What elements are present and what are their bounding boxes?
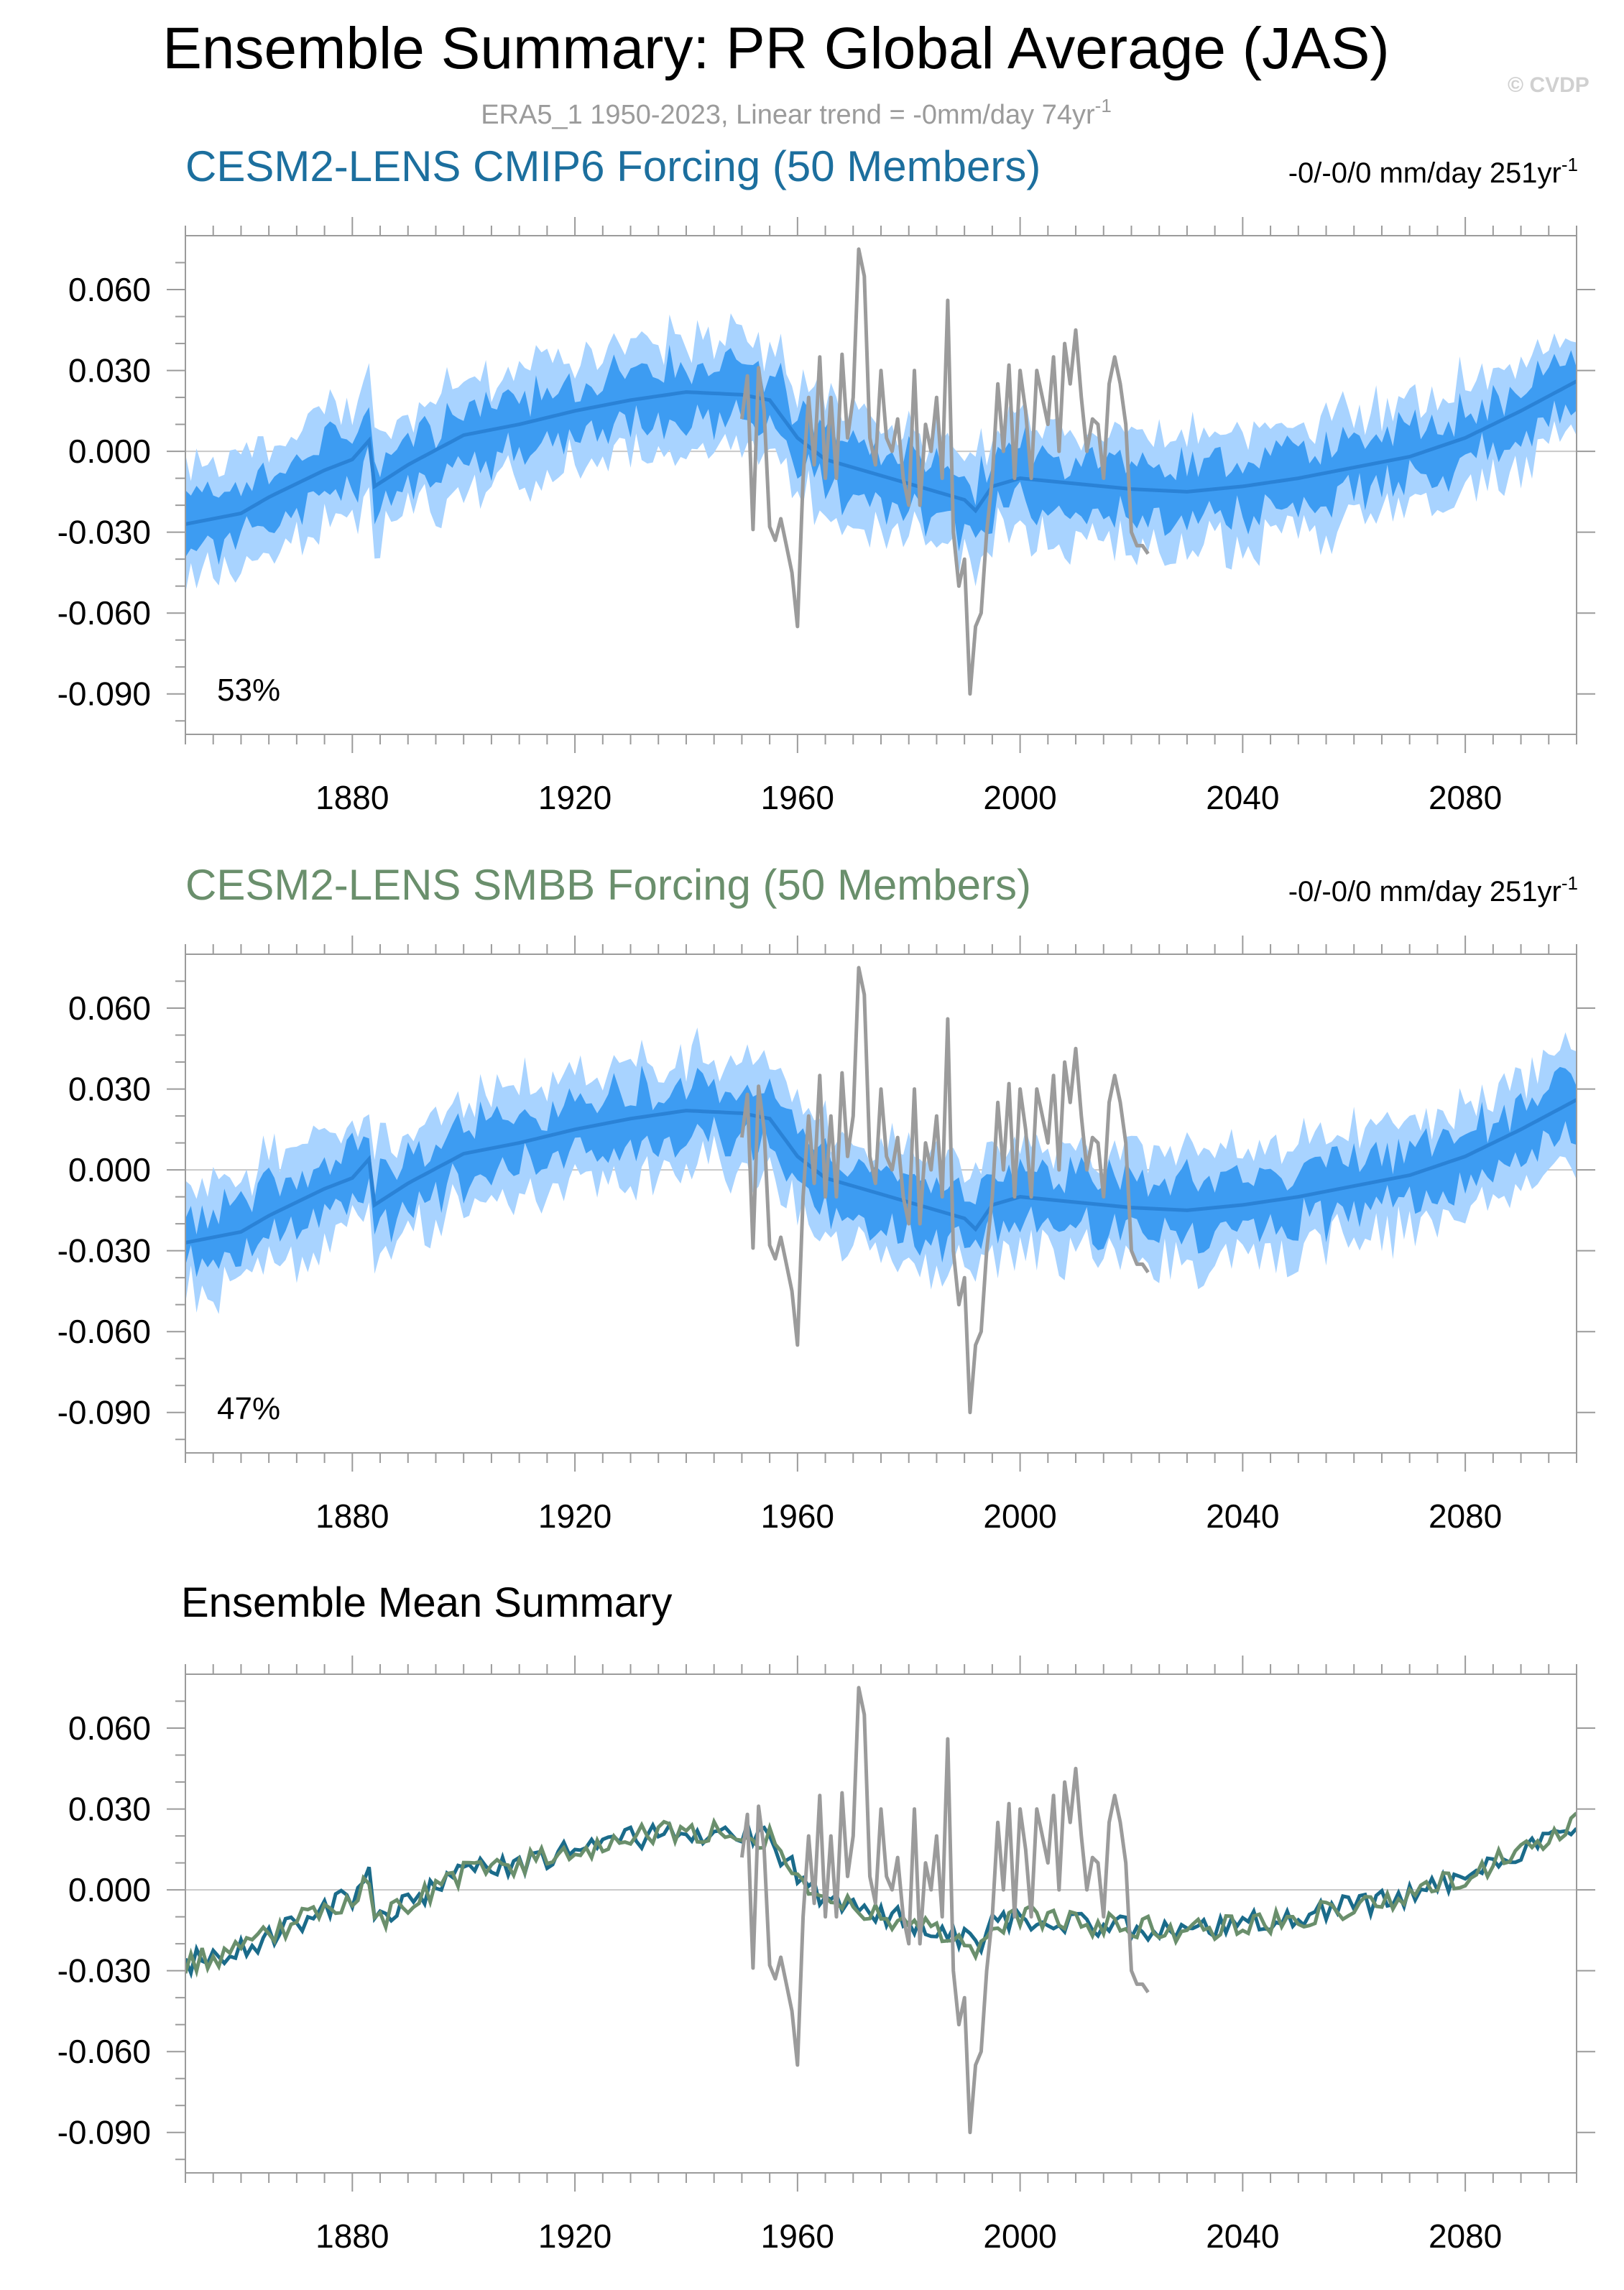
y-tick-label: -0.030 [57,1952,151,1990]
plot-area-2: -0.090 -0.060 -0.030 0.000 0.030 0.060 1880 192… [57,1656,1595,2255]
copyright-label: © CVDP [1508,73,1590,97]
x-tick-label: 2000 [983,2217,1056,2255]
y-tick-label: -0.090 [57,1394,151,1431]
x-tick-label: 1920 [538,1497,612,1535]
figure-subtitle-sup: -1 [1095,95,1112,116]
panel-title-smbb: CESM2-LENS SMBB Forcing (50 Members) [185,861,1031,909]
panel-ensemble-mean: Ensemble Mean Summary [181,1579,672,1626]
figure-title: Ensemble Summary: PR Global Average (JAS… [162,16,1390,81]
panel-title-ensemble-mean: Ensemble Mean Summary [181,1579,672,1626]
x-tick-label: 2040 [1206,779,1279,816]
x-tick-label: 1960 [761,2217,834,2255]
y-tick-label: -0.090 [57,675,151,713]
x-tick-label: 2000 [983,1497,1056,1535]
x-tick-label: 1960 [761,779,834,816]
y-tick-label: -0.060 [57,2033,151,2070]
y-tick-label: 0.000 [68,1151,151,1188]
x-tick-label: 2040 [1206,2217,1279,2255]
x-tick-label: 1920 [538,2217,612,2255]
x-tick-label: 2000 [983,779,1056,816]
x-tick-label: 1880 [315,1497,389,1535]
y-tick-label: 0.060 [68,989,151,1027]
x-tick-label: 2080 [1429,2217,1502,2255]
figure-subtitle: ERA5_1 1950-2023, Linear trend = -0mm/da… [481,95,1112,130]
x-tick-label: 1880 [315,2217,389,2255]
y-tick-label: -0.030 [57,514,151,551]
percent-label-cmip6: 53% [217,673,280,708]
x-tick-label: 1960 [761,1497,834,1535]
panel-title-cmip6: CESM2-LENS CMIP6 Forcing (50 Members) [185,142,1041,190]
y-tick-label: -0.090 [57,2114,151,2151]
y-tick-label: 0.000 [68,1871,151,1908]
plot-area-0: -0.090 -0.060 -0.030 0.000 0.030 0.060 1880 192… [57,217,1595,816]
panel-stat-sup-smbb: -1 [1561,872,1578,894]
panel-stat-sup-cmip6: -1 [1561,154,1578,175]
y-tick-label: 0.060 [68,1709,151,1747]
x-tick-label: 2080 [1429,779,1502,816]
x-tick-label: 2040 [1206,1497,1279,1535]
panel-stat-cmip6: -0/-0/0 mm/day 251yr-1 [1288,154,1578,189]
plot-area-1: -0.090 -0.060 -0.030 0.000 0.030 0.060 1880 192… [57,936,1595,1535]
figure: Ensemble Summary: PR Global Average (JAS… [0,0,1624,2290]
y-tick-label: 0.030 [68,352,151,389]
percent-label-smbb: 47% [217,1391,280,1426]
plot-frame [185,1674,1577,2173]
y-tick-label: 0.030 [68,1791,151,1828]
panel-stat-smbb: -0/-0/0 mm/day 251yr-1 [1288,872,1578,908]
y-tick-label: -0.030 [57,1232,151,1270]
x-tick-label: 2080 [1429,1497,1502,1535]
y-tick-label: 0.060 [68,271,151,308]
x-tick-label: 1920 [538,779,612,816]
y-tick-label: 0.000 [68,433,151,470]
y-tick-label: 0.030 [68,1071,151,1108]
x-tick-label: 1880 [315,779,389,816]
y-tick-label: -0.060 [57,1313,151,1350]
series-line-obs [742,1688,1148,2133]
y-tick-label: -0.060 [57,594,151,632]
